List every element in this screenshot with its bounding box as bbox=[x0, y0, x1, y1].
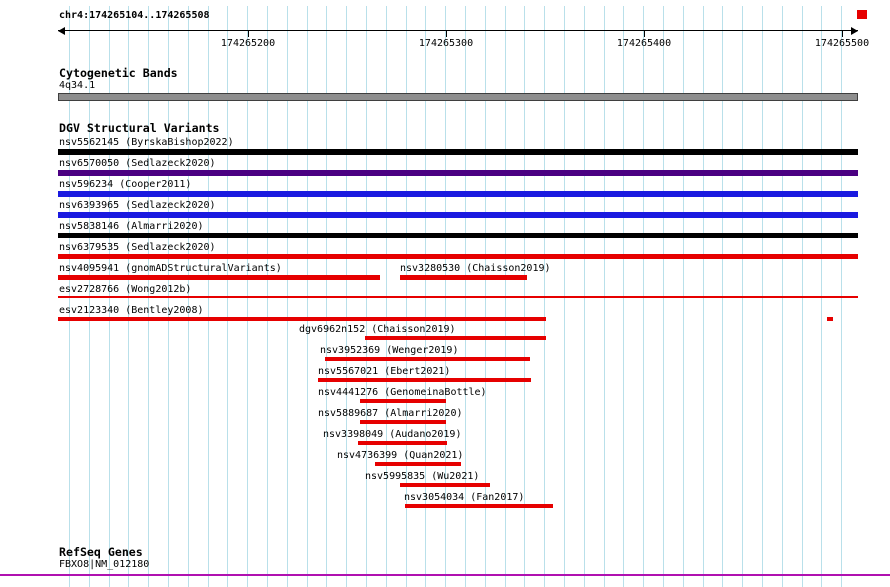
variant-bar[interactable] bbox=[360, 420, 446, 424]
variant-label[interactable]: nsv3054034 (Fan2017) bbox=[404, 492, 525, 503]
variant-label[interactable]: nsv596234 (Cooper2011) bbox=[59, 179, 192, 190]
cytoband-track-title: Cytogenetic Bands bbox=[59, 66, 178, 80]
variant-bar[interactable] bbox=[325, 357, 530, 361]
ruler-tick bbox=[644, 30, 645, 37]
variant-label[interactable]: nsv4441276 (GenomeinaBottle) bbox=[318, 387, 487, 398]
variant-bar[interactable] bbox=[358, 441, 447, 445]
variant-label[interactable]: nsv5995835 (Wu2021) bbox=[365, 471, 480, 482]
variant-label[interactable]: nsv6570050 (Sedlazeck2020) bbox=[59, 158, 216, 169]
refseq-track-title: RefSeq Genes bbox=[59, 545, 143, 559]
variant-bar[interactable] bbox=[365, 336, 546, 340]
variant-bar[interactable] bbox=[58, 254, 858, 259]
refseq-gene-glyph[interactable] bbox=[0, 574, 890, 576]
variant-bar[interactable] bbox=[58, 275, 380, 280]
ruler-line bbox=[58, 30, 858, 31]
overview-highlight-marker bbox=[857, 10, 867, 19]
variant-bar[interactable] bbox=[400, 275, 527, 280]
variant-label[interactable]: nsv4736399 (Quan2021) bbox=[337, 450, 464, 461]
refseq-gene-label[interactable]: FBXO8|NM_012180 bbox=[59, 559, 150, 570]
ruler-tick bbox=[248, 30, 249, 37]
variant-bar[interactable] bbox=[58, 233, 858, 238]
variant-bar[interactable] bbox=[58, 191, 858, 197]
variant-bar[interactable] bbox=[827, 317, 833, 321]
variant-label[interactable]: esv2123340 (Bentley2008) bbox=[59, 305, 204, 316]
variant-label[interactable]: nsv4095941 (gnomADStructuralVariants) bbox=[59, 263, 282, 274]
ruler-tick-label: 174265500 bbox=[814, 38, 870, 49]
variant-label[interactable]: nsv3280530 (Chaisson2019) bbox=[400, 263, 551, 274]
dgv-track-title: DGV Structural Variants bbox=[59, 121, 220, 135]
variant-bar[interactable] bbox=[360, 399, 446, 403]
variant-bar[interactable] bbox=[405, 504, 553, 508]
variant-label[interactable]: nsv6393965 (Sedlazeck2020) bbox=[59, 200, 216, 211]
ruler-tick-label: 174265400 bbox=[616, 38, 672, 49]
variant-bar[interactable] bbox=[58, 296, 858, 298]
cytoband-label: 4q34.1 bbox=[59, 80, 96, 91]
variant-bar[interactable] bbox=[58, 317, 546, 321]
variant-label[interactable]: dgv6962n152 (Chaisson2019) bbox=[299, 324, 456, 335]
variant-bar[interactable] bbox=[375, 462, 461, 466]
variant-label[interactable]: nsv6379535 (Sedlazeck2020) bbox=[59, 242, 216, 253]
ruler-tick bbox=[446, 30, 447, 37]
variant-bar[interactable] bbox=[58, 212, 858, 218]
ruler-right-arrow-icon bbox=[851, 27, 858, 35]
ruler-left-arrow-icon bbox=[58, 27, 65, 35]
ruler-tick-label: 174265200 bbox=[220, 38, 276, 49]
cytoband-bar[interactable] bbox=[58, 93, 858, 101]
variant-label[interactable]: nsv5562145 (ByrskaBishop2022) bbox=[59, 137, 234, 148]
variant-bar[interactable] bbox=[58, 149, 858, 155]
variant-label[interactable]: nsv5838146 (Almarri2020) bbox=[59, 221, 204, 232]
variant-label[interactable]: nsv3952369 (Wenger2019) bbox=[320, 345, 459, 356]
ruler-tick-label: 174265300 bbox=[418, 38, 474, 49]
variant-label[interactable]: nsv5567021 (Ebert2021) bbox=[318, 366, 451, 377]
variant-bar[interactable] bbox=[58, 170, 858, 176]
ruler-tick bbox=[842, 30, 843, 37]
variant-label[interactable]: nsv3398049 (Audano2019) bbox=[323, 429, 462, 440]
variant-label[interactable]: esv2728766 (Wong2012b) bbox=[59, 284, 192, 295]
variant-bar[interactable] bbox=[318, 378, 531, 382]
variant-bar[interactable] bbox=[400, 483, 490, 487]
variant-label[interactable]: nsv5889687 (Almarri2020) bbox=[318, 408, 463, 419]
region-coordinates: chr4:174265104..174265508 bbox=[59, 10, 210, 21]
